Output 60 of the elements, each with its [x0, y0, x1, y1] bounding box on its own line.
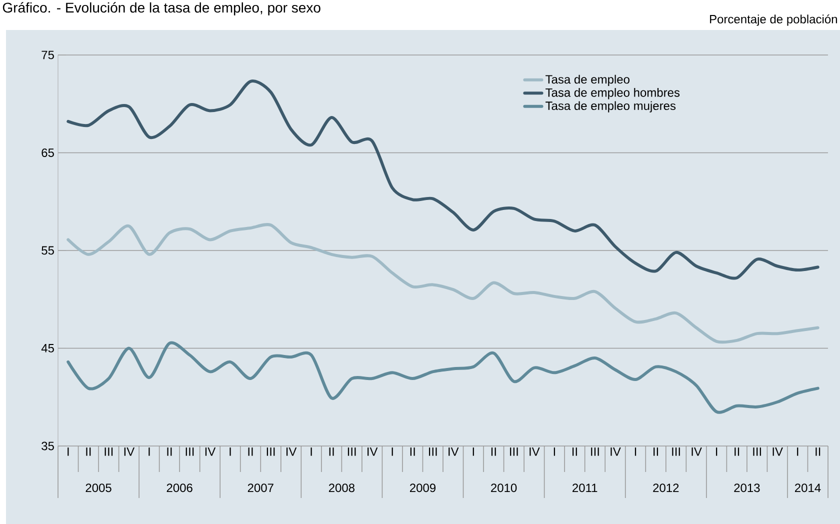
text: 2010: [491, 484, 517, 492]
x-tick-label: I: [797, 448, 798, 456]
x-tick-label: II: [654, 448, 658, 456]
line-series: [66, 342, 820, 414]
x-tick-label: I: [554, 448, 556, 456]
x-tick-label: II: [167, 448, 172, 456]
x-tick-label: II: [86, 448, 91, 456]
x-tick-label: II: [329, 448, 334, 456]
x-tick-label: II: [816, 448, 820, 456]
x-tick-label: III: [672, 448, 680, 456]
text: 2009: [410, 484, 436, 492]
x-tick-label: IV: [772, 448, 783, 456]
x-tick-label: IV: [610, 448, 621, 456]
legend-label: Tasa de empleo: [546, 74, 630, 86]
x-tick-label: IV: [124, 448, 135, 456]
text: 2013: [734, 484, 760, 492]
x-tick-label: IV: [205, 448, 216, 456]
x-tick-label: I: [392, 448, 393, 456]
x-tick-label: I: [716, 448, 718, 456]
x-tick-label: III: [266, 448, 275, 456]
legend-label: Tasa de empleo mujeres: [546, 101, 676, 112]
y-tick-label: 45: [41, 344, 54, 352]
x-tick-label: II: [491, 448, 496, 456]
text: 2012: [653, 484, 679, 492]
x-tick-label: II: [572, 448, 577, 456]
x-tick-label: III: [428, 448, 437, 456]
x-tick-label: IV: [448, 448, 459, 456]
x-tick-label: I: [634, 448, 636, 456]
text: 2008: [328, 484, 355, 492]
y-tick-label: 55: [42, 246, 54, 255]
x-tick-label: III: [591, 448, 599, 456]
x-tick-label: I: [230, 448, 231, 456]
x-tick-label: I: [68, 448, 69, 456]
legend-label: Tasa de empleo hombres: [546, 88, 680, 100]
text: 2014: [794, 484, 821, 492]
x-tick-label: I: [148, 448, 150, 456]
x-tick-label: II: [734, 448, 740, 456]
x-tick-label: I: [310, 448, 312, 456]
y-tick-label: 65: [42, 148, 54, 157]
chart-title: Gráfico. - Evolución de la tasa de empleo, por sexo: [2, 2, 320, 16]
text: 2005: [86, 484, 112, 492]
y-tick-label: 35: [42, 442, 54, 450]
x-tick-label: IV: [368, 448, 378, 456]
text: 2011: [572, 484, 598, 492]
x-tick-label: IV: [692, 448, 702, 456]
x-tick-label: III: [104, 448, 113, 456]
x-tick-label: III: [510, 448, 518, 456]
x-tick-label: III: [186, 448, 194, 456]
x-tick-label: I: [472, 448, 474, 456]
x-tick-label: IV: [286, 448, 297, 456]
line-series: [66, 223, 820, 344]
text: 2006: [166, 484, 192, 492]
x-tick-label: II: [410, 448, 415, 456]
x-tick-label: IV: [530, 448, 540, 456]
x-tick-label: II: [248, 448, 253, 456]
y-tick-label: 75: [42, 50, 54, 60]
text: 2007: [248, 484, 274, 492]
x-tick-label: III: [348, 448, 356, 456]
x-tick-label: III: [753, 448, 761, 456]
y-axis-title: Porcentaje de población: [710, 14, 837, 26]
